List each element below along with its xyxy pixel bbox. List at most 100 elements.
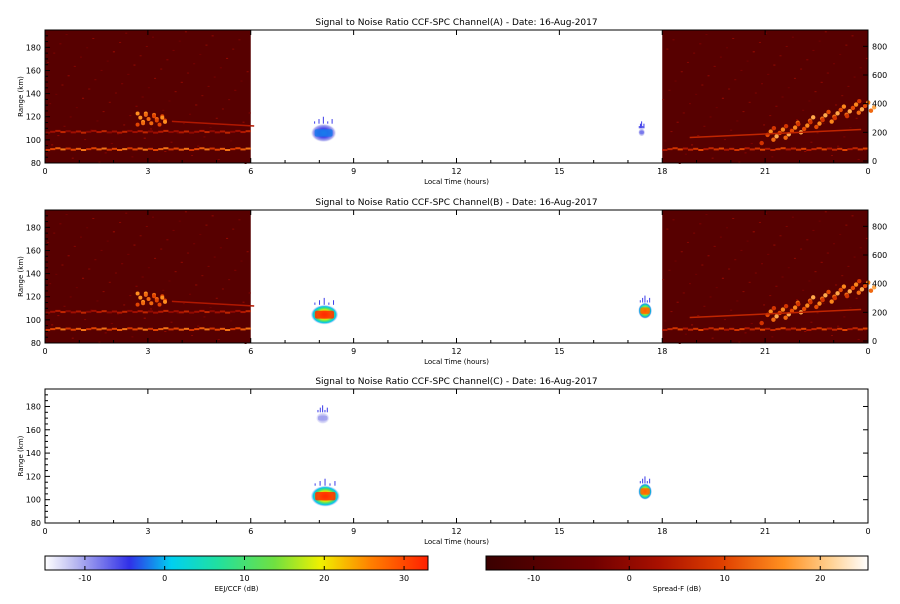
spread-f-plume-cell bbox=[829, 299, 834, 304]
spread-f-speckle bbox=[209, 127, 212, 129]
spread-f-speckle bbox=[709, 296, 712, 298]
spread-f-speckle bbox=[789, 128, 792, 130]
spread-f-speckle bbox=[180, 81, 183, 83]
spread-f-plume-cell bbox=[774, 134, 779, 139]
spread-f-speckle bbox=[763, 304, 766, 306]
spread-f-plume-cell bbox=[871, 285, 877, 290]
spread-f-speckle bbox=[86, 47, 89, 49]
spread-f-plume-cell bbox=[838, 287, 843, 293]
colorbar-label: Spread-F (dB) bbox=[653, 585, 701, 593]
spread-f-speckle bbox=[703, 125, 706, 127]
spread-f-plume-cell bbox=[771, 317, 776, 322]
x-tick-label: 12 bbox=[451, 527, 461, 536]
spread-f-speckle bbox=[186, 252, 189, 254]
spread-f-plume-cell bbox=[808, 119, 813, 125]
spread-f-speckle bbox=[713, 245, 716, 247]
spread-f-speckle bbox=[164, 331, 167, 333]
y-tick-label: 100 bbox=[26, 136, 41, 145]
spread-f-speckle bbox=[705, 213, 708, 215]
spread-f-plume-cell bbox=[826, 289, 831, 295]
colorbar-tick-label: -10 bbox=[78, 574, 91, 583]
spread-f-speckle bbox=[199, 233, 202, 235]
spread-f-speckle bbox=[664, 320, 667, 322]
spread-f-speckle bbox=[45, 153, 47, 155]
spread-f-speckle bbox=[84, 319, 87, 321]
spread-f-blob-cell bbox=[143, 112, 148, 117]
eej-echo-core bbox=[640, 307, 650, 314]
colorbar-eej: -10 0 10 20 30 EEJ/CCF (dB) bbox=[44, 555, 429, 593]
spread-f-plume-cell bbox=[801, 126, 807, 132]
spread-f-speckle bbox=[205, 44, 208, 46]
spread-f-speckle bbox=[795, 119, 798, 121]
spread-f-plume-cell bbox=[835, 291, 840, 296]
x-tick-label: 6 bbox=[248, 347, 253, 356]
chart-panel-1: 0 3 6 9 12 15 18 21 0801001201401601800200400600… bbox=[17, 198, 887, 366]
spread-f-speckle bbox=[114, 272, 117, 274]
spread-f-speckle bbox=[98, 161, 101, 163]
spread-f-speckle bbox=[219, 67, 222, 69]
spread-f-speckle bbox=[100, 249, 103, 251]
spread-f-speckle bbox=[201, 95, 204, 97]
spread-f-speckle bbox=[172, 49, 175, 51]
y-tick-label: 160 bbox=[26, 246, 41, 255]
spread-f-blob-cell bbox=[157, 122, 162, 127]
spread-f-speckle bbox=[246, 71, 249, 73]
spread-f-speckle bbox=[205, 224, 208, 226]
spread-f-speckle bbox=[160, 248, 163, 250]
spread-f-speckle bbox=[195, 284, 198, 286]
colorbar-tick-label: -10 bbox=[527, 574, 540, 583]
spread-f-plume-cell bbox=[838, 107, 843, 113]
spread-f-speckle bbox=[104, 332, 107, 334]
spread-f-speckle bbox=[178, 220, 181, 222]
spread-f-speckle bbox=[170, 141, 173, 143]
spread-f-speckle bbox=[771, 156, 774, 158]
spread-f-background-region bbox=[662, 210, 868, 343]
spread-f-speckle bbox=[88, 268, 91, 270]
spread-f-speckle bbox=[191, 335, 194, 337]
spread-f-plume-cell bbox=[847, 289, 852, 294]
spread-f-speckle bbox=[143, 317, 146, 319]
spread-f-plume-cell bbox=[844, 113, 850, 119]
spread-f-speckle bbox=[112, 51, 115, 53]
spread-f-speckle bbox=[189, 293, 192, 295]
spread-f-speckle bbox=[812, 49, 815, 51]
spread-f-speckle bbox=[224, 149, 227, 151]
spread-f-speckle bbox=[857, 339, 860, 341]
spread-f-speckle bbox=[215, 117, 218, 119]
spread-f-speckle bbox=[806, 239, 809, 241]
spread-f-plume-cell bbox=[862, 283, 868, 289]
spread-f-speckle bbox=[793, 257, 796, 259]
spread-f-speckle bbox=[742, 291, 745, 293]
spread-f-speckle bbox=[781, 96, 784, 98]
spread-f-speckle bbox=[802, 109, 805, 111]
spread-f-speckle bbox=[119, 41, 122, 43]
spread-f-speckle bbox=[232, 48, 235, 50]
x-tick-label: 3 bbox=[145, 527, 150, 536]
x-tick-label: 0 bbox=[42, 347, 47, 356]
spread-f-blob-cell bbox=[157, 302, 162, 307]
spread-f-speckle bbox=[839, 53, 842, 55]
spread-f-speckle bbox=[147, 87, 150, 89]
spread-f-speckle bbox=[769, 115, 772, 117]
spread-f-blob-cell bbox=[163, 299, 168, 304]
y-tick-label: 160 bbox=[26, 66, 41, 75]
spread-f-speckle bbox=[758, 41, 761, 43]
x-tick-label: 18 bbox=[657, 347, 667, 356]
spread-f-speckle bbox=[830, 155, 833, 157]
chart-title: Signal to Noise Ratio CCF-SPC Channel(B)… bbox=[315, 198, 597, 208]
spread-f-speckle bbox=[114, 92, 117, 94]
spread-f-speckle bbox=[697, 135, 700, 137]
spread-f-speckle bbox=[715, 287, 718, 289]
spread-f-speckle bbox=[684, 153, 687, 155]
x-tick-label: 12 bbox=[451, 347, 461, 356]
spread-f-speckle bbox=[746, 60, 749, 62]
spread-f-speckle bbox=[845, 44, 848, 46]
spread-f-speckle bbox=[98, 341, 101, 343]
spread-f-plume-cell bbox=[759, 320, 764, 326]
spread-f-speckle bbox=[767, 253, 770, 255]
spread-f-speckle bbox=[71, 157, 74, 159]
y2-tick-label: 0 bbox=[872, 157, 877, 166]
spread-f-speckle bbox=[63, 305, 66, 307]
y-tick-label: 140 bbox=[26, 90, 41, 99]
x-axis-label: Local Time (hours) bbox=[424, 538, 489, 546]
